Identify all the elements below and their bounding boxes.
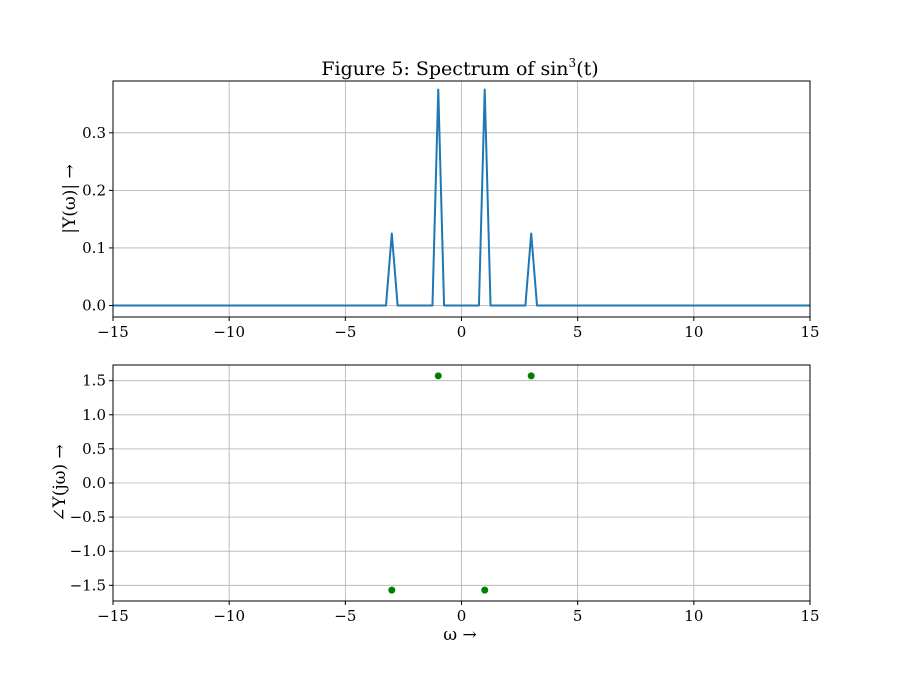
- x-tick-label: 10: [684, 323, 703, 341]
- x-tick-label: −5: [334, 323, 356, 341]
- y-tick-label: 0.1: [82, 239, 106, 257]
- y-tick-label: 0.0: [82, 296, 106, 314]
- x-tick-label: 0: [457, 323, 467, 341]
- x-tick-label: −15: [97, 607, 129, 625]
- x-tick-label: 5: [573, 607, 583, 625]
- x-tick-label: 15: [800, 607, 819, 625]
- y-tick-label: 0.0: [82, 474, 106, 492]
- x-tick-label: −10: [213, 607, 245, 625]
- x-axis-label: ω →: [443, 625, 477, 645]
- y-axis-label: |Y(ω)| →: [60, 164, 80, 233]
- x-tick-label: −10: [213, 323, 245, 341]
- phase-plot: −15 −10 −5 0 5 10 15 1.5 1.0 0.5 0.0 −0.5 −1.0 −1.5 ∠…: [50, 364, 820, 645]
- phase-point: [527, 372, 535, 380]
- y-tick-label: 0.3: [82, 124, 106, 142]
- y-tick-label: 1.5: [82, 372, 106, 390]
- chart-title: Figure 5: Spectrum of sin3(t): [321, 56, 598, 80]
- y-tick-label: −1.0: [70, 542, 106, 560]
- x-tick-label: 5: [573, 323, 583, 341]
- magnitude-line: [113, 88, 810, 307]
- x-tick-label: 10: [684, 607, 703, 625]
- y-tick-label: −0.5: [70, 508, 106, 526]
- x-tick-label: −5: [334, 607, 356, 625]
- phase-point: [434, 372, 442, 380]
- y-tick-label: 0.2: [82, 181, 106, 199]
- phase-point: [481, 586, 489, 594]
- magnitude-plot: Figure 5: Spectrum of sin3(t) −15 −10 −5 0 5…: [60, 56, 820, 341]
- x-tick-label: 0: [457, 607, 467, 625]
- y-tick-label: −1.5: [70, 576, 106, 594]
- y-tick-label: 0.5: [82, 440, 106, 458]
- y-tick-label: 1.0: [82, 406, 106, 424]
- y-axis-label: ∠Y(jω) →: [50, 444, 70, 522]
- phase-point: [388, 586, 396, 594]
- x-tick-label: −15: [97, 323, 129, 341]
- x-tick-label: 15: [800, 323, 819, 341]
